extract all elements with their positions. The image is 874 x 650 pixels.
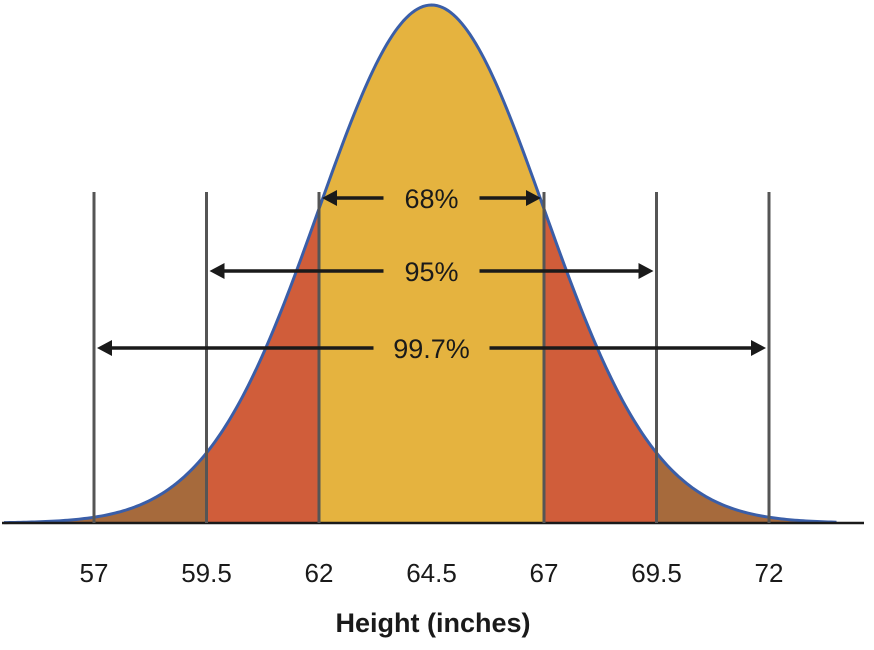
range-1: 95% [209, 257, 654, 287]
normal-curve [3, 3, 837, 525]
x-tick-label: 67 [530, 558, 559, 588]
range-arrowhead-left [97, 340, 112, 356]
ranges-layer: 68% 95% 99.7% [97, 184, 766, 364]
x-tick-label: 69.5 [631, 558, 682, 588]
region-3 [3, 452, 207, 524]
x-tick-label: 62 [305, 558, 334, 588]
range-arrowhead-right [751, 340, 766, 356]
x-ticks-layer: 57 59.5 62 64.5 67 69.5 72 [80, 558, 784, 588]
range-label: 68% [404, 184, 458, 214]
x-tick-label: 59.5 [181, 558, 232, 588]
range-2: 99.7% [97, 334, 766, 364]
range-0: 68% [322, 184, 541, 214]
x-axis-title: Height (inches) [335, 608, 530, 638]
x-tick-label: 57 [80, 558, 109, 588]
range-arrowhead-right [526, 190, 541, 206]
range-arrowhead-left [322, 190, 337, 206]
x-tick-label: 72 [755, 558, 784, 588]
range-label: 95% [404, 257, 458, 287]
range-arrowhead-left [209, 263, 225, 279]
x-tick-label: 64.5 [406, 558, 457, 588]
reference-lines-layer [92, 192, 771, 523]
range-label: 99.7% [393, 334, 470, 364]
range-arrowhead-right [638, 263, 654, 279]
